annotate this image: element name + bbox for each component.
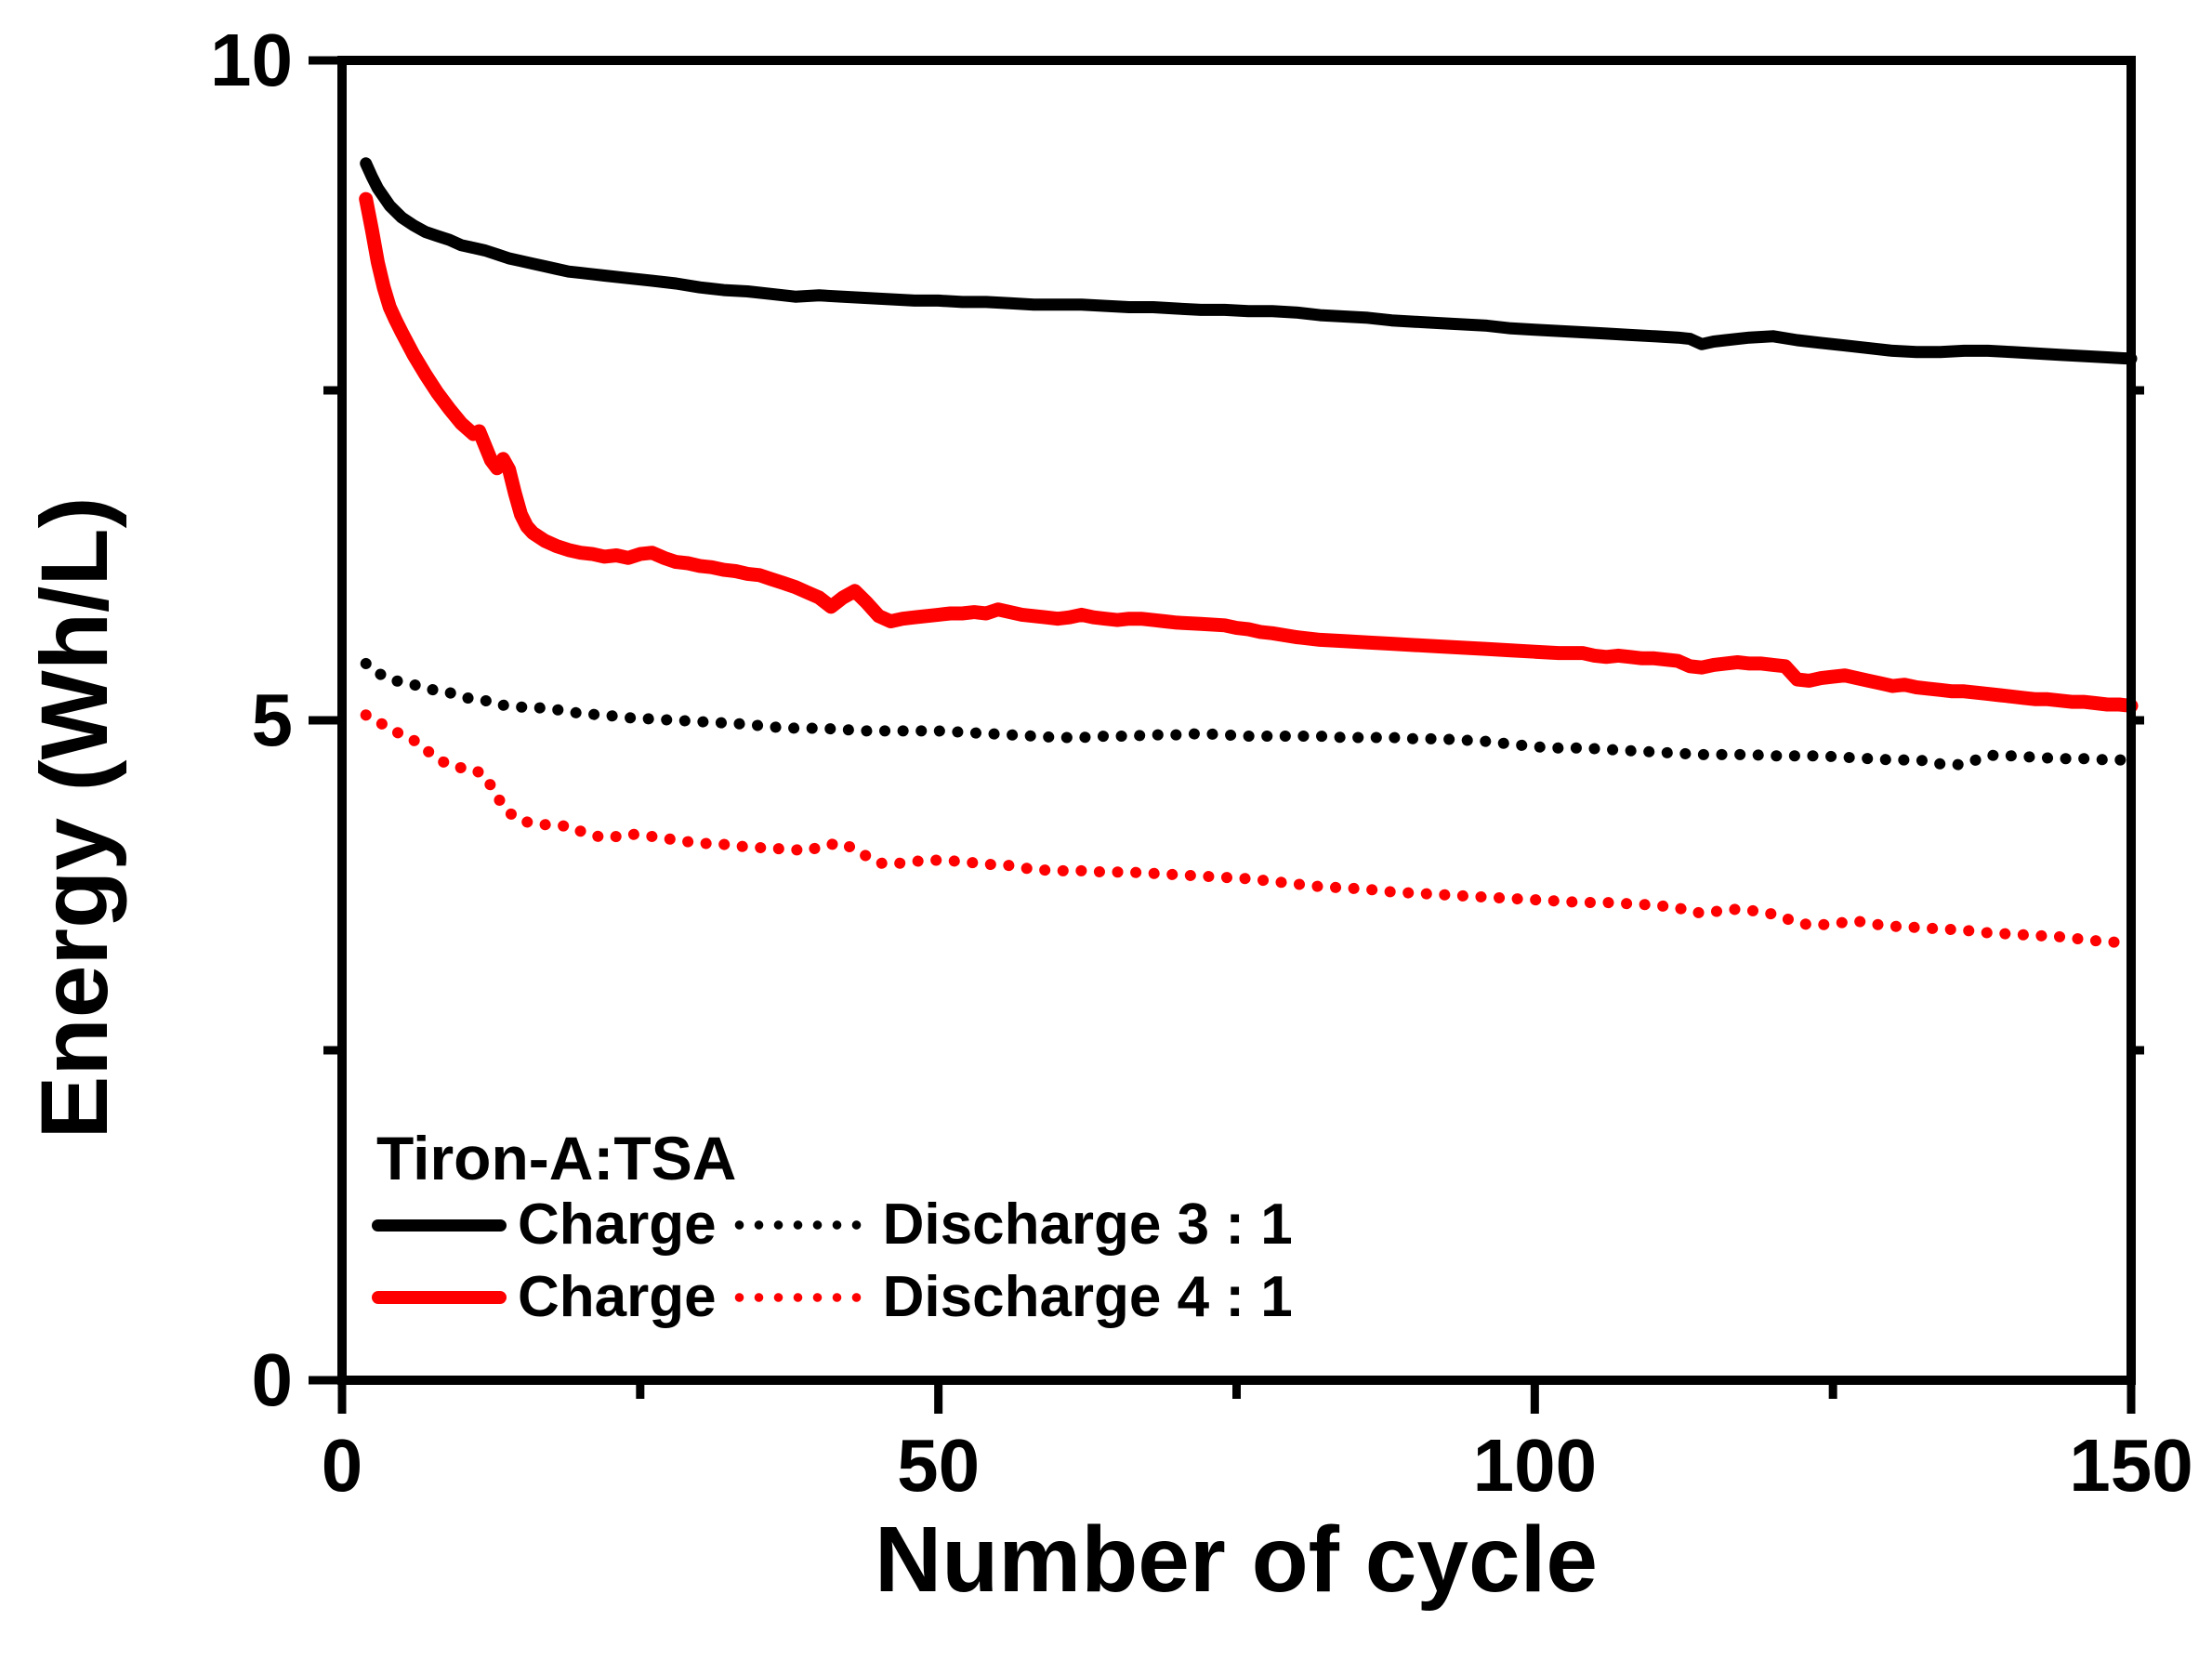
legend-line-dotted-black-icon bbox=[729, 1219, 864, 1231]
legend: Tiron-A:TSA Charge Discharge 3 : 1 Charg… bbox=[372, 1127, 1293, 1334]
x-tick-label: 100 bbox=[1472, 1424, 1598, 1507]
series-discharge-4-1 bbox=[360, 709, 2137, 949]
plot-frame bbox=[337, 56, 2136, 1385]
y-axis-title: Energy (Wh/L) bbox=[21, 496, 127, 1139]
legend-line-dotted-red-icon bbox=[729, 1292, 864, 1303]
legend-row-3-1: Charge Discharge 3 : 1 bbox=[372, 1189, 1293, 1261]
legend-label-discharge-3-1: Discharge 3 : 1 bbox=[882, 1192, 1293, 1257]
legend-line-solid-black-icon bbox=[372, 1219, 507, 1232]
legend-label-charge-3-1: Charge bbox=[518, 1192, 717, 1257]
x-tick-label: 50 bbox=[897, 1424, 981, 1507]
x-tick-label: 0 bbox=[321, 1424, 363, 1507]
legend-line-solid-red-icon bbox=[372, 1291, 507, 1304]
legend-row-4-1: Charge Discharge 4 : 1 bbox=[372, 1261, 1293, 1334]
y-tick-label: 0 bbox=[251, 1338, 294, 1421]
series-charge-3-1 bbox=[360, 157, 2138, 365]
y-tick-label: 5 bbox=[251, 678, 294, 761]
legend-label-charge-4-1: Charge bbox=[518, 1265, 717, 1329]
series-discharge-3-1 bbox=[360, 657, 2137, 771]
y-tick-label: 10 bbox=[210, 19, 293, 101]
x-axis-title: Number of cycle bbox=[874, 1508, 1599, 1612]
legend-header: Tiron-A:TSA bbox=[376, 1124, 737, 1192]
legend-label-discharge-4-1: Discharge 4 : 1 bbox=[882, 1265, 1293, 1329]
x-tick-label: 150 bbox=[2069, 1424, 2193, 1507]
series-charge-4-1 bbox=[359, 191, 2139, 713]
